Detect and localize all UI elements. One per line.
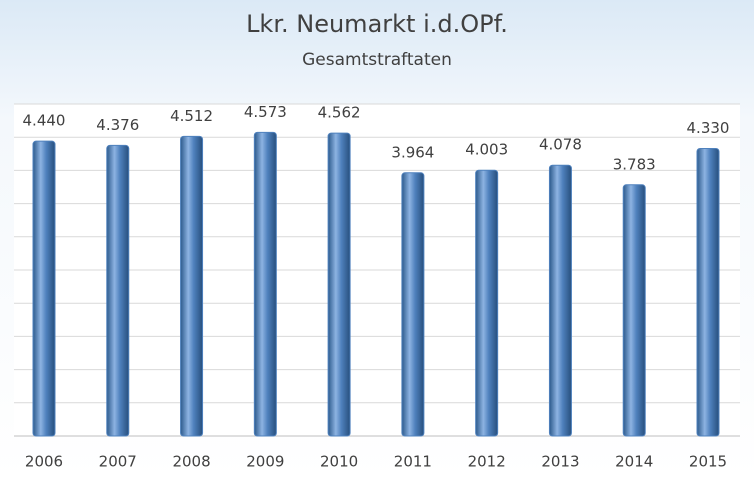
bar (327, 132, 351, 437)
value-label: 4.003 (465, 141, 508, 159)
x-tick-label: 2015 (689, 453, 727, 471)
value-label: 4.573 (244, 103, 287, 121)
value-label: 4.078 (539, 136, 582, 154)
value-label: 3.964 (391, 143, 434, 161)
value-label: 4.512 (170, 107, 213, 125)
x-tick-label: 2006 (25, 453, 63, 471)
bar (475, 169, 499, 437)
bar (32, 140, 56, 437)
value-label: 4.376 (96, 116, 139, 134)
bar (401, 172, 425, 437)
chart-title: Lkr. Neumarkt i.d.OPf. (246, 10, 508, 38)
x-tick-label: 2014 (615, 453, 653, 471)
bar (622, 184, 646, 437)
value-label: 4.330 (687, 119, 730, 137)
bar (696, 147, 720, 437)
bar (253, 131, 277, 437)
x-tick-label: 2013 (541, 453, 579, 471)
bar (180, 135, 204, 437)
value-label: 4.562 (318, 104, 361, 122)
bar (106, 144, 130, 437)
x-tick-label: 2007 (99, 453, 137, 471)
x-tick-label: 2010 (320, 453, 358, 471)
x-tick-label: 2009 (246, 453, 284, 471)
chart-subtitle: Gesamtstraftaten (302, 50, 452, 70)
x-tick-label: 2012 (468, 453, 506, 471)
value-label: 3.783 (613, 155, 656, 173)
x-tick-label: 2011 (394, 453, 432, 471)
value-label: 4.440 (23, 112, 66, 130)
x-tick-label: 2008 (172, 453, 210, 471)
bar (548, 164, 572, 437)
